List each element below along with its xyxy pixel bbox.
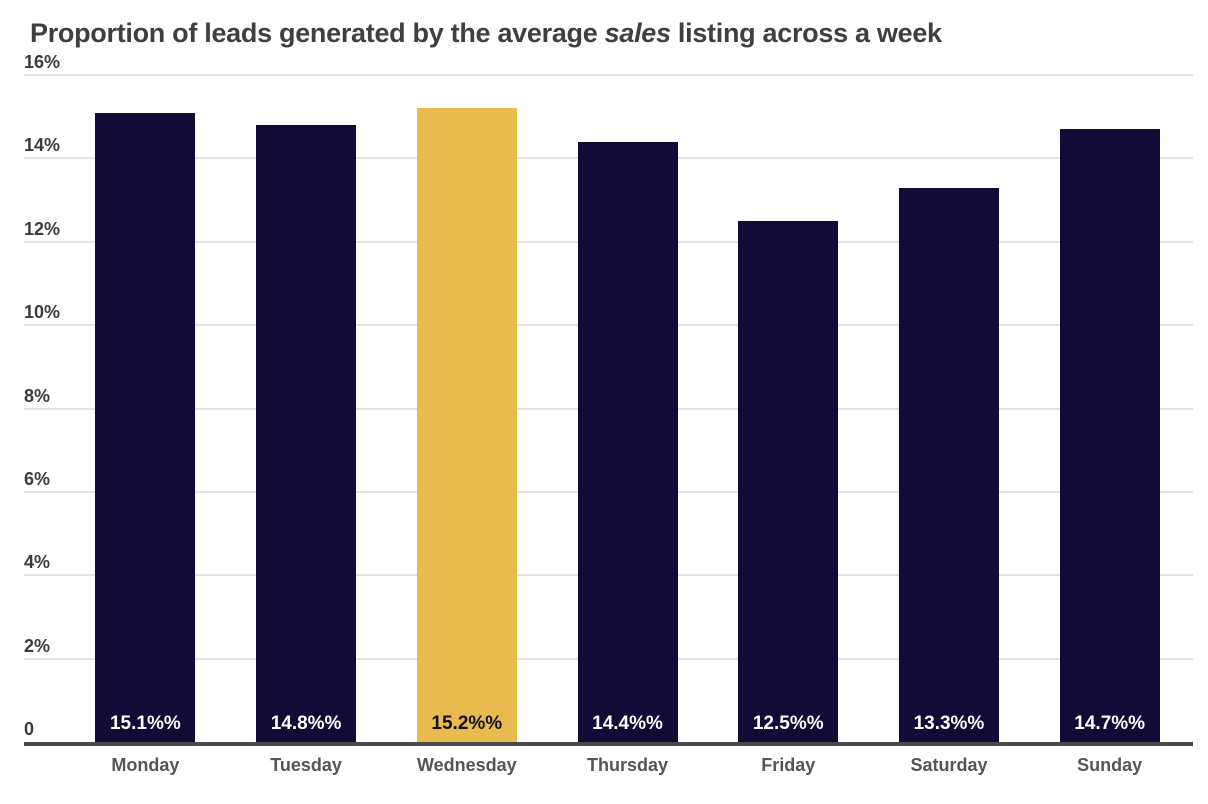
- bar-thursday: 14.4%%: [577, 141, 678, 742]
- bar-wednesday: 15.2%%: [416, 108, 517, 742]
- bar-tuesday: 14.8%%: [256, 125, 357, 742]
- x-axis-label-wednesday: Wednesday: [416, 755, 517, 775]
- bar-saturday: 13.3%%: [898, 187, 999, 742]
- y-tick-label-12: 12%: [24, 218, 61, 239]
- bar-slot-sunday: 14.7%% Sunday: [1029, 75, 1190, 775]
- bars-band: 15.1%% Monday 14.8%% Tuesday 15.2%% Wednesday…: [65, 75, 1190, 775]
- bar-value-label-monday: 15.1%%: [109, 713, 181, 734]
- bar-value-label-tuesday: 14.8%%: [270, 713, 342, 734]
- gridline-16: [24, 74, 1193, 76]
- bar-value-label-friday: 12.5%%: [752, 713, 824, 734]
- bar-value-label-sunday: 14.7%%: [1074, 713, 1146, 734]
- x-axis-label-friday: Friday: [761, 755, 816, 775]
- bar-slot-tuesday: 14.8%% Tuesday: [226, 75, 387, 775]
- y-tick-label-0: 0: [24, 719, 35, 739]
- y-tick-label-6: 6%: [24, 468, 51, 489]
- y-tick-label-10: 10%: [24, 302, 61, 323]
- y-tick-label-8: 8%: [24, 385, 51, 406]
- bar-slot-monday: 15.1%% Monday: [65, 75, 226, 775]
- y-tick-label-2: 2%: [24, 635, 51, 656]
- chart-title-text-after: listing across a week: [670, 18, 942, 48]
- x-axis-label-monday: Monday: [111, 755, 180, 775]
- x-axis-label-sunday: Sunday: [1077, 755, 1143, 775]
- x-axis-label-thursday: Thursday: [587, 755, 669, 775]
- y-tick-label-4: 4%: [24, 552, 51, 573]
- bar-value-label-wednesday: 15.2%%: [431, 713, 503, 734]
- bar-value-label-thursday: 14.4%%: [592, 713, 663, 734]
- bar-slot-saturday: 13.3%% Saturday: [869, 75, 1030, 775]
- bar-slot-thursday: 14.4%% Thursday: [547, 75, 708, 775]
- chart-title-text: Proportion of leads generated by the ave…: [30, 18, 605, 48]
- chart-title-italic-word: sales: [604, 18, 671, 48]
- x-axis-label-tuesday: Tuesday: [270, 755, 342, 775]
- bar-sunday: 14.7%%: [1059, 129, 1160, 742]
- bar-value-label-saturday: 13.3%%: [913, 713, 985, 734]
- x-axis-line: [24, 742, 1193, 746]
- x-axis-label-saturday: Saturday: [910, 755, 988, 775]
- bar-monday: 15.1%%: [95, 112, 196, 742]
- plot-area: 15.1%% Monday 14.8%% Tuesday 15.2%% Wednesday…: [24, 53, 1193, 775]
- chart-title: Proportion of leads generated by the ave…: [30, 18, 942, 49]
- y-tick-label-14: 14%: [24, 135, 61, 156]
- y-tick-label-16: 16%: [24, 52, 61, 72]
- bar-friday: 12.5%%: [738, 220, 839, 742]
- bar-slot-wednesday: 15.2%% Wednesday: [386, 75, 547, 775]
- bar-slot-friday: 12.5%% Friday: [708, 75, 869, 775]
